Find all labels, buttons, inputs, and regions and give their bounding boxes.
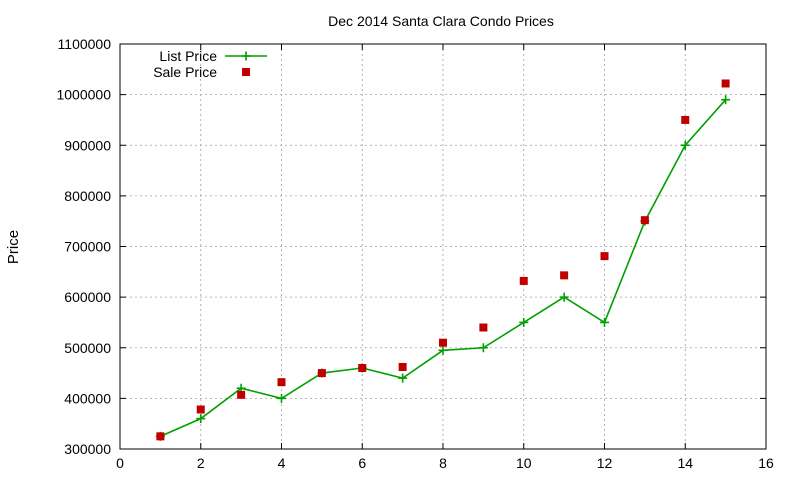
list-price-point (721, 95, 731, 105)
sale-price-point (237, 390, 246, 399)
y-tick-label: 1000000 (56, 87, 111, 103)
sale-price-point (681, 115, 690, 124)
sale-price-point (721, 79, 730, 88)
series-sale-price (156, 79, 730, 441)
sale-price-point (358, 364, 367, 372)
list-price-point (680, 140, 690, 150)
x-tick-label: 12 (597, 455, 613, 471)
y-tick-label: 400000 (64, 390, 111, 406)
y-tick-label: 700000 (64, 239, 111, 255)
x-tick-label: 2 (197, 455, 205, 471)
y-tick-label: 300000 (64, 441, 111, 457)
y-axis-label: Price (5, 230, 22, 264)
sale-price-point (398, 362, 407, 371)
sale-price-point (640, 216, 649, 225)
list-price-point (438, 345, 448, 355)
sale-price-point (439, 338, 447, 347)
legend-marker (242, 68, 250, 76)
gridlines (120, 44, 766, 449)
legend-label: Sale Price (153, 64, 217, 80)
sale-price-point (317, 369, 326, 378)
axes: 0 2 4 6 8 10 12 14 16 300000 400000 500000 600000 700… (56, 36, 774, 471)
legend-item-sale-price: Sale Price (153, 64, 250, 80)
legend-item-list-price: List Price (159, 48, 267, 64)
chart-title: Dec 2014 Santa Clara Condo Prices (328, 13, 554, 29)
sale-price-point (156, 432, 165, 441)
data-series (155, 79, 731, 441)
list-price-point (559, 292, 569, 302)
sale-price-point (600, 252, 609, 261)
list-price-point (398, 373, 408, 383)
y-tick-label: 600000 (64, 289, 111, 305)
sale-price-point (277, 378, 286, 387)
x-tick-label: 6 (358, 455, 366, 471)
sale-price-point (560, 271, 569, 280)
list-price-point (600, 317, 609, 327)
sale-price-point (519, 276, 528, 285)
legend-marker (241, 51, 251, 61)
sale-price-point (479, 323, 488, 332)
x-tick-label: 14 (677, 455, 693, 471)
list-price-point (519, 317, 529, 327)
series-list-price (155, 95, 731, 441)
x-tick-label: 4 (278, 455, 286, 471)
list-price-point (478, 343, 488, 353)
x-tick-label: 8 (439, 455, 447, 471)
list-price-point (196, 414, 206, 424)
legend-label: List Price (159, 48, 217, 64)
y-tick-label: 500000 (64, 340, 111, 356)
x-tick-label: 0 (116, 455, 124, 471)
y-tick-label: 900000 (64, 137, 111, 153)
plot-frame (119, 43, 767, 450)
y-tick-label: 800000 (64, 188, 111, 204)
list-price-point (277, 393, 286, 403)
x-tick-label: 16 (758, 455, 774, 471)
x-tick-label: 10 (516, 455, 532, 471)
y-tick-label: 1100000 (58, 36, 112, 52)
sale-price-point (196, 405, 205, 414)
